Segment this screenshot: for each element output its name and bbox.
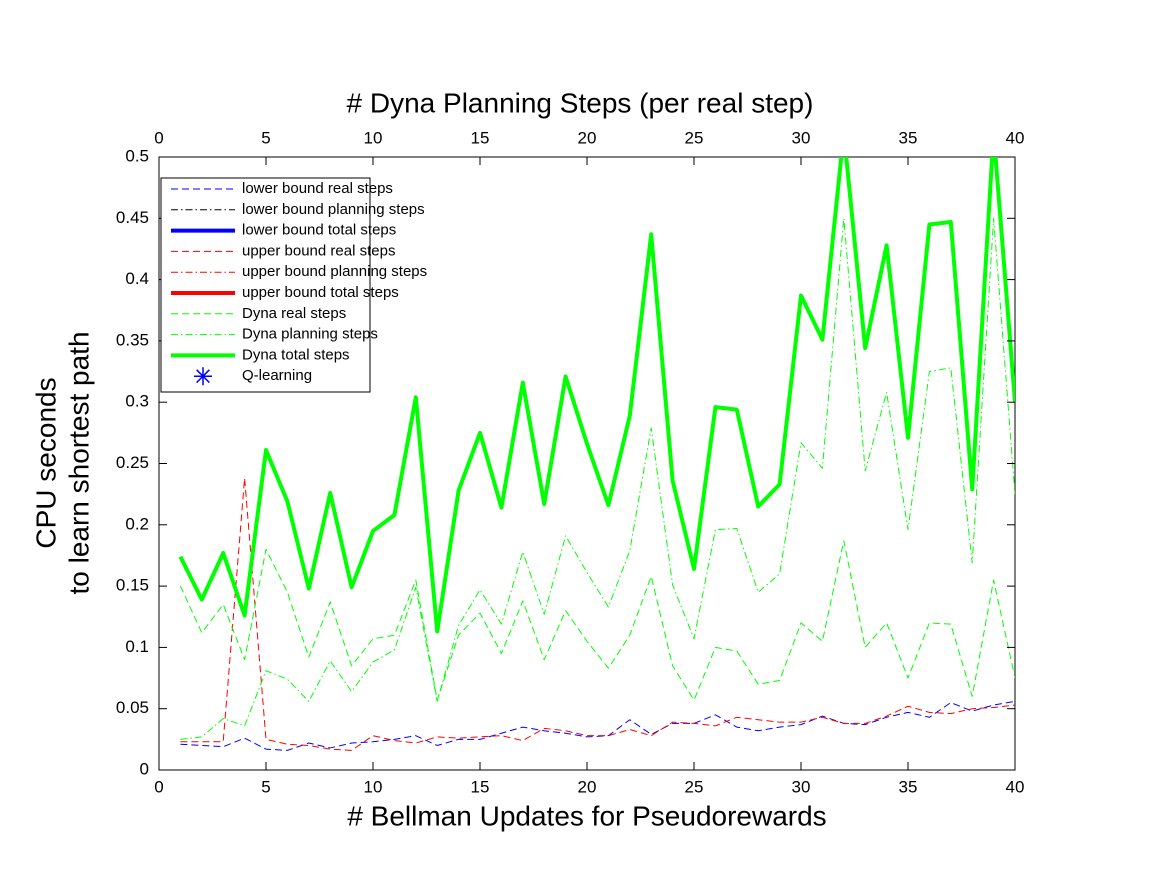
top-tick-label: 5 [261, 128, 270, 147]
y-tick-label: 0 [140, 759, 149, 778]
top-tick-label: 15 [471, 128, 490, 147]
top-tick-label: 0 [154, 128, 163, 147]
y-tick-label: 0.2 [125, 514, 149, 533]
legend-label: Dyna real steps [242, 305, 346, 322]
top-tick-label: 40 [1006, 128, 1025, 147]
x-tick-label: 25 [685, 777, 704, 796]
y-axis-label-line: to learn shortest path [63, 331, 94, 594]
legend-label: lower bound real steps [242, 180, 393, 197]
y-tick-label: 0.25 [116, 453, 149, 472]
legend-label: Q-learning [242, 367, 312, 384]
legend-label: lower bound total steps [242, 222, 396, 239]
legend-label: lower bound planning steps [242, 201, 425, 218]
x-tick-label: 10 [364, 777, 383, 796]
top-tick-label: 30 [792, 128, 811, 147]
x-tick-label: 30 [792, 777, 811, 796]
legend-label: upper bound planning steps [242, 263, 427, 280]
x-tick-label: 35 [899, 777, 918, 796]
series-line [180, 477, 1015, 751]
x-tick-label: 20 [578, 777, 597, 796]
y-axis-label: CPU seconds to learn shortest path [30, 331, 94, 594]
y-tick-label: 0.35 [116, 330, 149, 349]
y-tick-label: 0.45 [116, 208, 149, 227]
y-tick-label: 0.05 [116, 698, 149, 717]
legend-label: Dyna total steps [242, 346, 350, 363]
y-axis-label-line: CPU seconds [30, 377, 61, 548]
y-tick-label: 0.15 [116, 576, 149, 595]
top-tick-label: 35 [899, 128, 918, 147]
plot-area [178, 157, 1015, 751]
top-tick-label: 20 [578, 128, 597, 147]
legend-marker [194, 367, 212, 386]
x-tick-label: 5 [261, 777, 270, 796]
y-tick-label: 0.3 [125, 392, 149, 411]
series-line [180, 700, 1015, 751]
series-line [178, 157, 1015, 634]
x-tick-label: 15 [471, 777, 490, 796]
legend-label: Dyna planning steps [242, 326, 378, 343]
y-tick-label: 0.4 [125, 269, 149, 288]
y-tick-label: 0.5 [125, 146, 149, 165]
top-tick-label: 10 [364, 128, 383, 147]
legend-label: upper bound total steps [242, 284, 399, 301]
x-tick-label: 0 [154, 777, 163, 796]
y-tick-label: 0.1 [125, 637, 149, 656]
legend-label: upper bound real steps [242, 242, 395, 259]
series-line [180, 217, 1015, 740]
series-line [179, 540, 1015, 701]
top-tick-label: 25 [685, 128, 704, 147]
x-axis-label: # Bellman Updates for Pseudorewards [347, 800, 826, 831]
x-tick-label: 40 [1006, 777, 1025, 796]
top-axis-label: # Dyna Planning Steps (per real step) [347, 87, 814, 118]
